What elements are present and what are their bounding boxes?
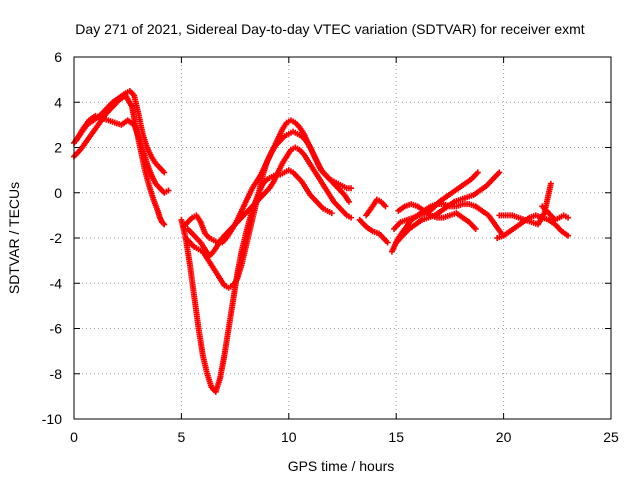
data-point [160,220,167,227]
data-point [345,198,352,205]
chart-title: Day 271 of 2021, Sidereal Day-to-day VTE… [75,21,584,37]
y-tick-label: 2 [54,140,62,156]
data-point [161,221,168,228]
axis-ticks: 0 5 10 15 20 25 -10 -8 -6 -4 -2 0 2 4 6 [42,49,619,445]
data-point [165,187,172,194]
series-arc-3 [73,112,172,196]
series-arc-8 [356,216,391,246]
y-tick-label: -8 [50,366,63,382]
data-point [384,239,391,246]
x-tick-label: 0 [70,429,78,445]
series-arc-13 [395,201,479,232]
series-arc-9 [363,196,389,219]
x-tick-label: 5 [178,429,186,445]
y-tick-label: 4 [54,94,62,110]
x-tick-label: 25 [603,429,619,445]
data-point [348,185,355,192]
y-tick-label: -2 [50,230,63,246]
data-point [565,232,572,239]
series-arc-15 [496,180,554,228]
y-tick-label: -10 [42,411,62,427]
x-tick-label: 20 [496,429,512,445]
data-point [161,169,168,176]
y-tick-label: -6 [50,321,63,337]
y-axis-label: SDTVAR / TECUs [6,182,22,294]
x-tick-label: 10 [281,429,297,445]
data-point [496,169,503,176]
data-point [328,210,335,217]
data-point [565,214,572,221]
x-tick-label: 15 [388,429,404,445]
y-tick-label: 6 [54,49,62,65]
grid [74,57,611,419]
data-points [71,87,572,395]
data-point [547,180,554,187]
data-point [474,169,481,176]
series-arc-7 [184,144,355,260]
data-point [472,225,479,232]
x-axis-label: GPS time / hours [288,458,395,474]
y-tick-label: 0 [54,185,62,201]
y-tick-label: -4 [50,275,63,291]
series-arc-16 [539,203,572,223]
data-point [382,203,389,210]
data-point [348,214,355,221]
